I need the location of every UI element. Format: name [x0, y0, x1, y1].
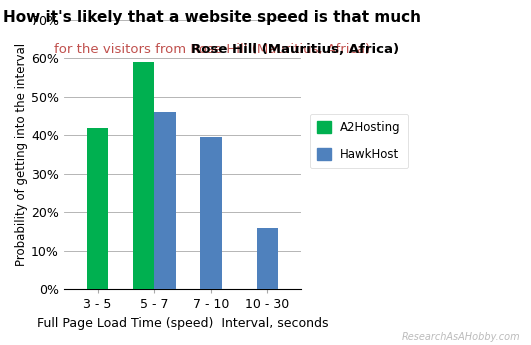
Text: How it's likely that a website speed is that much: How it's likely that a website speed is … [3, 10, 422, 25]
X-axis label: Full Page Load Time (speed)  Interval, seconds: Full Page Load Time (speed) Interval, se… [37, 317, 328, 330]
Text: ResearchAsAHobby.com: ResearchAsAHobby.com [402, 332, 520, 342]
Legend: A2Hosting, HawkHost: A2Hosting, HawkHost [310, 114, 408, 168]
Y-axis label: Probability of getting into the interval: Probability of getting into the interval [15, 43, 28, 266]
Bar [87, 128, 108, 289]
Bar [256, 228, 278, 289]
Text: Rose Hill (Mauritius, Africa): Rose Hill (Mauritius, Africa) [191, 43, 399, 56]
Bar [200, 137, 221, 289]
Text: for the visitors from Rose Hill (Mauritius, Africa): for the visitors from Rose Hill (Mauriti… [54, 43, 371, 56]
Bar [154, 112, 176, 289]
Bar [133, 62, 154, 289]
